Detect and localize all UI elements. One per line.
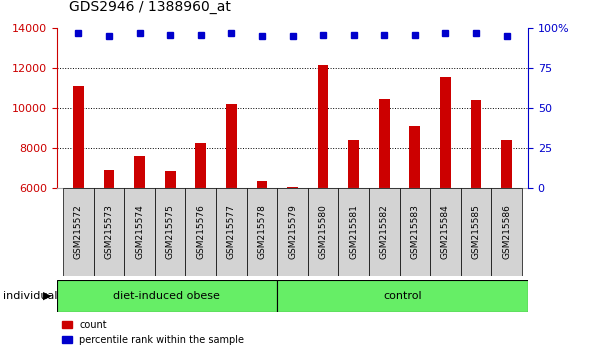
Text: GSM215579: GSM215579 — [288, 204, 297, 259]
FancyBboxPatch shape — [430, 188, 461, 276]
Legend: count, percentile rank within the sample: count, percentile rank within the sample — [62, 320, 244, 345]
Text: GSM215577: GSM215577 — [227, 204, 236, 259]
FancyBboxPatch shape — [155, 188, 185, 276]
Text: GSM215580: GSM215580 — [319, 204, 328, 259]
Bar — [134, 156, 145, 188]
Bar — [501, 140, 512, 188]
Bar — [440, 77, 451, 188]
Text: GSM215574: GSM215574 — [135, 205, 144, 259]
Text: individual: individual — [3, 291, 58, 301]
FancyBboxPatch shape — [308, 188, 338, 276]
Bar — [226, 104, 236, 188]
Text: control: control — [383, 291, 422, 301]
Bar — [318, 65, 328, 188]
Bar — [287, 187, 298, 188]
Text: GSM215582: GSM215582 — [380, 205, 389, 259]
FancyBboxPatch shape — [185, 188, 216, 276]
FancyBboxPatch shape — [277, 188, 308, 276]
Text: GSM215573: GSM215573 — [104, 204, 113, 259]
Text: ▶: ▶ — [43, 291, 51, 301]
Text: GSM215586: GSM215586 — [502, 204, 511, 259]
Text: GSM215572: GSM215572 — [74, 205, 83, 259]
Text: GSM215575: GSM215575 — [166, 204, 175, 259]
FancyBboxPatch shape — [124, 188, 155, 276]
FancyBboxPatch shape — [338, 188, 369, 276]
Bar — [165, 171, 176, 188]
Text: GSM215581: GSM215581 — [349, 204, 358, 259]
Text: GSM215584: GSM215584 — [441, 205, 450, 259]
FancyBboxPatch shape — [247, 188, 277, 276]
FancyBboxPatch shape — [277, 280, 528, 312]
Text: GSM215576: GSM215576 — [196, 204, 205, 259]
Bar — [73, 86, 84, 188]
Text: GSM215585: GSM215585 — [472, 204, 481, 259]
Bar — [257, 181, 267, 188]
Text: GSM215583: GSM215583 — [410, 204, 419, 259]
Text: diet-induced obese: diet-induced obese — [113, 291, 220, 301]
FancyBboxPatch shape — [57, 280, 277, 312]
FancyBboxPatch shape — [63, 188, 94, 276]
FancyBboxPatch shape — [216, 188, 247, 276]
FancyBboxPatch shape — [461, 188, 491, 276]
Bar — [196, 143, 206, 188]
FancyBboxPatch shape — [369, 188, 400, 276]
Text: GDS2946 / 1388960_at: GDS2946 / 1388960_at — [69, 0, 231, 14]
Bar — [349, 140, 359, 188]
Text: GSM215578: GSM215578 — [257, 204, 266, 259]
Bar — [379, 99, 389, 188]
Bar — [104, 170, 115, 188]
Bar — [409, 126, 420, 188]
FancyBboxPatch shape — [400, 188, 430, 276]
Bar — [470, 100, 481, 188]
FancyBboxPatch shape — [94, 188, 124, 276]
FancyBboxPatch shape — [491, 188, 522, 276]
